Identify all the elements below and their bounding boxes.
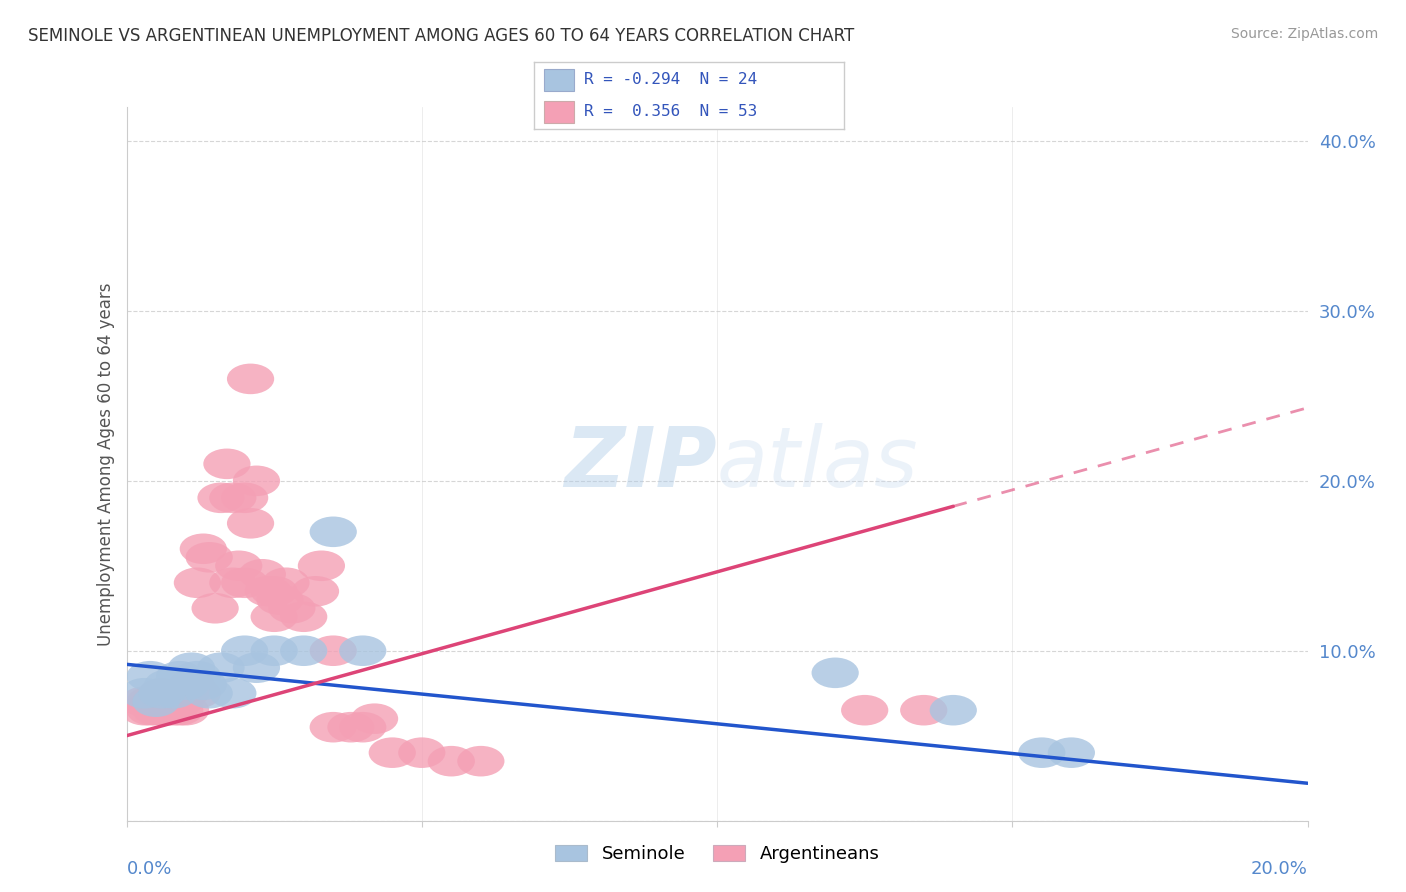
Ellipse shape <box>221 483 269 513</box>
Ellipse shape <box>221 635 269 666</box>
Ellipse shape <box>174 661 221 691</box>
Legend: Seminole, Argentineans: Seminole, Argentineans <box>546 836 889 872</box>
Ellipse shape <box>811 657 859 688</box>
Ellipse shape <box>427 746 475 776</box>
Y-axis label: Unemployment Among Ages 60 to 64 years: Unemployment Among Ages 60 to 64 years <box>97 282 115 646</box>
Ellipse shape <box>150 695 197 725</box>
Ellipse shape <box>121 687 167 717</box>
Text: Source: ZipAtlas.com: Source: ZipAtlas.com <box>1230 27 1378 41</box>
Ellipse shape <box>127 661 174 691</box>
Ellipse shape <box>138 695 186 725</box>
Ellipse shape <box>180 669 226 700</box>
Ellipse shape <box>132 687 180 717</box>
Ellipse shape <box>162 695 209 725</box>
Ellipse shape <box>900 695 948 725</box>
FancyBboxPatch shape <box>544 102 575 123</box>
Ellipse shape <box>398 738 446 768</box>
Ellipse shape <box>209 678 256 708</box>
Text: 20.0%: 20.0% <box>1251 860 1308 878</box>
Ellipse shape <box>309 635 357 666</box>
Ellipse shape <box>132 695 180 725</box>
Ellipse shape <box>121 678 167 708</box>
Ellipse shape <box>1018 738 1066 768</box>
Ellipse shape <box>186 542 233 573</box>
Ellipse shape <box>339 635 387 666</box>
Ellipse shape <box>180 533 226 564</box>
Ellipse shape <box>186 678 233 708</box>
Ellipse shape <box>174 678 221 708</box>
Ellipse shape <box>250 601 298 632</box>
Ellipse shape <box>457 746 505 776</box>
Ellipse shape <box>145 687 191 717</box>
Ellipse shape <box>226 364 274 394</box>
Text: R =  0.356  N = 53: R = 0.356 N = 53 <box>583 104 756 120</box>
Ellipse shape <box>145 669 191 700</box>
Ellipse shape <box>221 567 269 598</box>
Ellipse shape <box>121 695 167 725</box>
Ellipse shape <box>233 466 280 496</box>
Ellipse shape <box>174 567 221 598</box>
Ellipse shape <box>309 516 357 547</box>
Ellipse shape <box>292 576 339 607</box>
Ellipse shape <box>309 712 357 742</box>
Ellipse shape <box>256 584 304 615</box>
Ellipse shape <box>215 550 263 581</box>
Ellipse shape <box>328 712 374 742</box>
Ellipse shape <box>209 483 256 513</box>
Ellipse shape <box>245 576 292 607</box>
Ellipse shape <box>132 687 180 717</box>
Ellipse shape <box>197 483 245 513</box>
Ellipse shape <box>156 687 204 717</box>
Ellipse shape <box>250 635 298 666</box>
Ellipse shape <box>127 695 174 725</box>
Ellipse shape <box>280 601 328 632</box>
Ellipse shape <box>162 669 209 700</box>
Ellipse shape <box>150 678 197 708</box>
Ellipse shape <box>250 576 298 607</box>
Text: R = -0.294  N = 24: R = -0.294 N = 24 <box>583 72 756 87</box>
Ellipse shape <box>269 593 315 624</box>
Ellipse shape <box>197 652 245 683</box>
Ellipse shape <box>929 695 977 725</box>
Ellipse shape <box>841 695 889 725</box>
Ellipse shape <box>280 635 328 666</box>
Text: SEMINOLE VS ARGENTINEAN UNEMPLOYMENT AMONG AGES 60 TO 64 YEARS CORRELATION CHART: SEMINOLE VS ARGENTINEAN UNEMPLOYMENT AMO… <box>28 27 855 45</box>
Ellipse shape <box>298 550 344 581</box>
Ellipse shape <box>352 704 398 734</box>
Ellipse shape <box>167 669 215 700</box>
Text: 0.0%: 0.0% <box>127 860 172 878</box>
Ellipse shape <box>156 695 204 725</box>
Ellipse shape <box>339 712 387 742</box>
Ellipse shape <box>368 738 416 768</box>
Ellipse shape <box>239 559 285 590</box>
Ellipse shape <box>226 508 274 539</box>
FancyBboxPatch shape <box>544 70 575 91</box>
Ellipse shape <box>145 695 191 725</box>
Ellipse shape <box>204 449 250 479</box>
Ellipse shape <box>138 678 186 708</box>
Ellipse shape <box>191 593 239 624</box>
Ellipse shape <box>1047 738 1095 768</box>
Ellipse shape <box>127 687 174 717</box>
Ellipse shape <box>209 567 256 598</box>
Ellipse shape <box>162 678 209 708</box>
Ellipse shape <box>263 567 309 598</box>
Ellipse shape <box>150 687 197 717</box>
Ellipse shape <box>167 652 215 683</box>
Ellipse shape <box>138 678 186 708</box>
Text: atlas: atlas <box>717 424 918 504</box>
Ellipse shape <box>156 661 204 691</box>
Text: ZIP: ZIP <box>564 424 717 504</box>
Ellipse shape <box>233 652 280 683</box>
